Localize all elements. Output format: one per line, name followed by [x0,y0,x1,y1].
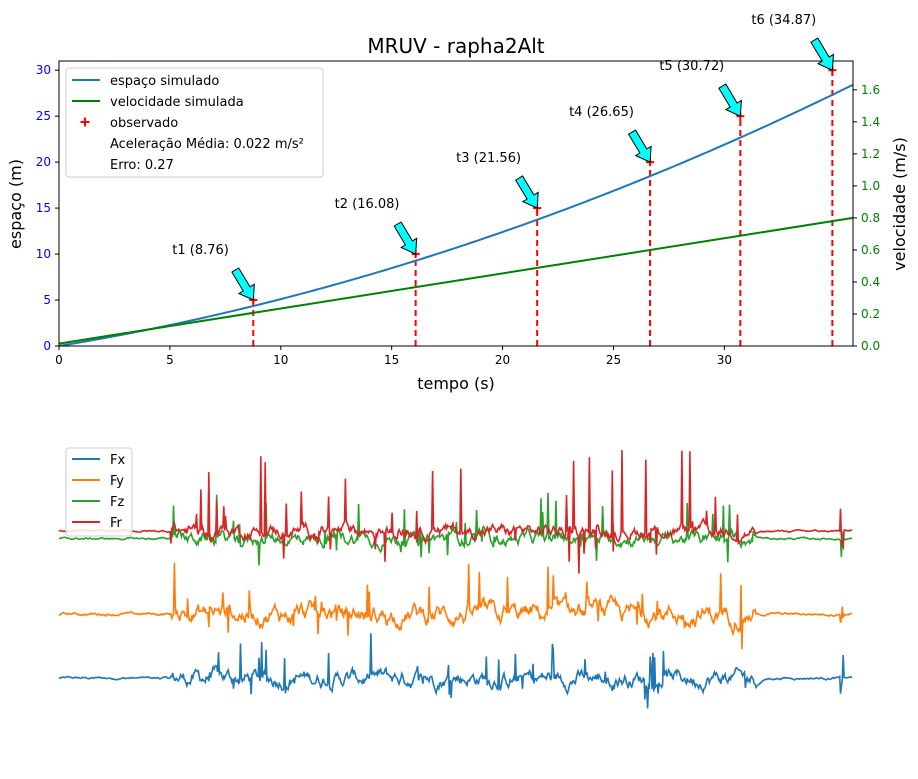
legend-label-fz: Fz [110,495,124,510]
y-tick-label-left: 15 [36,201,51,215]
y-tick-label-left: 20 [36,155,51,169]
x-tick-label: 5 [166,353,174,367]
series-espaco-simulado [59,83,853,346]
top-x-ticks: 0 5 10 15 20 25 30 [55,346,732,367]
series-fy [58,562,853,650]
top-legend: espaço simulado velocidade simulada obse… [65,67,324,178]
annotation-label: t6 (34.87) [751,13,816,28]
series-fz [58,492,853,566]
bottom-plot-area [58,450,853,709]
y-tick-label-right: 1.2 [861,147,880,161]
y-tick-label-left: 5 [43,293,51,307]
top-y-ticks-left: 0 5 10 15 20 25 30 [36,63,59,353]
y-tick-label-left: 10 [36,247,51,261]
x-tick-label: 25 [606,353,621,367]
series-fx [58,633,853,709]
y-tick-label-right: 1.4 [861,115,880,129]
x-tick-label: 0 [55,353,63,367]
legend-label-erro: Erro: 0.27 [110,158,174,173]
annotation-label: t1 (8.76) [172,243,229,258]
y-tick-label-right: 0.4 [861,275,880,289]
top-legend-box [65,67,324,178]
legend-label-fr: Fr [110,516,123,531]
annotation: t1 (8.76) [172,243,255,301]
annotation: t2 (16.08) [335,197,418,255]
annotation-label: t2 (16.08) [335,197,400,212]
legend-label-fx: Fx [110,453,125,468]
annotation-arrow [718,83,742,117]
annotation-label: t3 (21.56) [456,151,521,166]
annotation-arrow [810,37,834,71]
bottom-legend-box [65,447,133,537]
annotation: t6 (34.87) [751,13,834,71]
y-tick-label-left: 25 [36,109,51,123]
legend-label-fy: Fy [110,474,124,489]
legend-label-velocidade: velocidade simulada [110,95,244,110]
y-tick-label-right: 0.0 [861,339,880,353]
top-chart: MRUV - rapha2Alt 0 5 10 15 20 25 30 0 5 10 15 20 25… [6,13,909,393]
bottom-legend: Fx Fy Fz Fr [65,447,133,537]
top-x-axis-label: tempo (s) [417,374,495,393]
y-tick-label-left: 30 [36,63,51,77]
annotation-arrow [393,221,418,255]
annotation-label: t4 (26.65) [569,105,634,120]
legend-label-espaco: espaço simulado [110,74,219,89]
y-tick-label-right: 0.8 [861,211,880,225]
top-y-axis-label-right: velocidade (m/s) [890,137,909,271]
y-tick-label-left: 0 [43,339,51,353]
annotation: t5 (30.72) [659,59,742,117]
annotation-label: t5 (30.72) [659,59,724,74]
top-chart-title: MRUV - rapha2Alt [367,34,544,58]
legend-label-aceleracao: Aceleração Média: 0.022 m/s² [110,137,304,152]
annotation-arrow [627,129,652,163]
legend-swatch-observado [80,117,90,127]
annotation: t4 (26.65) [569,105,652,163]
annotation-arrow [515,175,539,209]
top-y-axis-label-left: espaço (m) [6,159,25,249]
x-tick-label: 15 [384,353,399,367]
legend-label-observado: observado [110,116,178,131]
y-tick-label-right: 1.0 [861,179,880,193]
top-axes-frame [58,60,854,347]
x-tick-label: 10 [273,353,288,367]
series-fr [58,450,853,574]
annotation-arrow [231,267,255,301]
y-tick-label-right: 0.2 [861,307,880,321]
y-tick-label-right: 1.6 [861,83,880,97]
x-tick-label: 30 [717,353,732,367]
y-tick-label-right: 0.6 [861,243,880,257]
x-tick-label: 20 [495,353,510,367]
top-y-ticks-right: 0.0 0.2 0.4 0.6 0.8 1.0 1.2 1.4 1.6 [853,83,880,353]
top-plot-area [58,66,854,346]
bottom-chart: Fx Fy Fz Fr [58,447,853,709]
series-velocidade-simulada [58,216,854,345]
top-annotations: t1 (8.76) t2 (16.08) t3 (21.56) t4 (26.65) t… [172,13,834,301]
annotation: t3 (21.56) [456,151,539,209]
